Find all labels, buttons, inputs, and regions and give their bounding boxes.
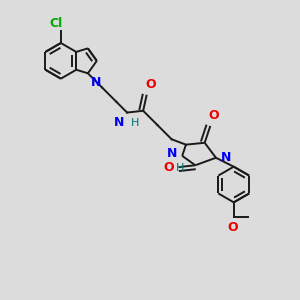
Text: Cl: Cl [49,17,62,30]
Text: N: N [114,116,124,128]
Text: O: O [146,78,156,91]
Text: N: N [91,76,101,89]
Text: O: O [208,109,219,122]
Text: O: O [163,160,173,174]
Text: N: N [167,147,177,161]
Text: H: H [176,163,184,173]
Text: O: O [227,220,238,234]
Text: H: H [131,118,140,128]
Text: N: N [221,151,231,164]
